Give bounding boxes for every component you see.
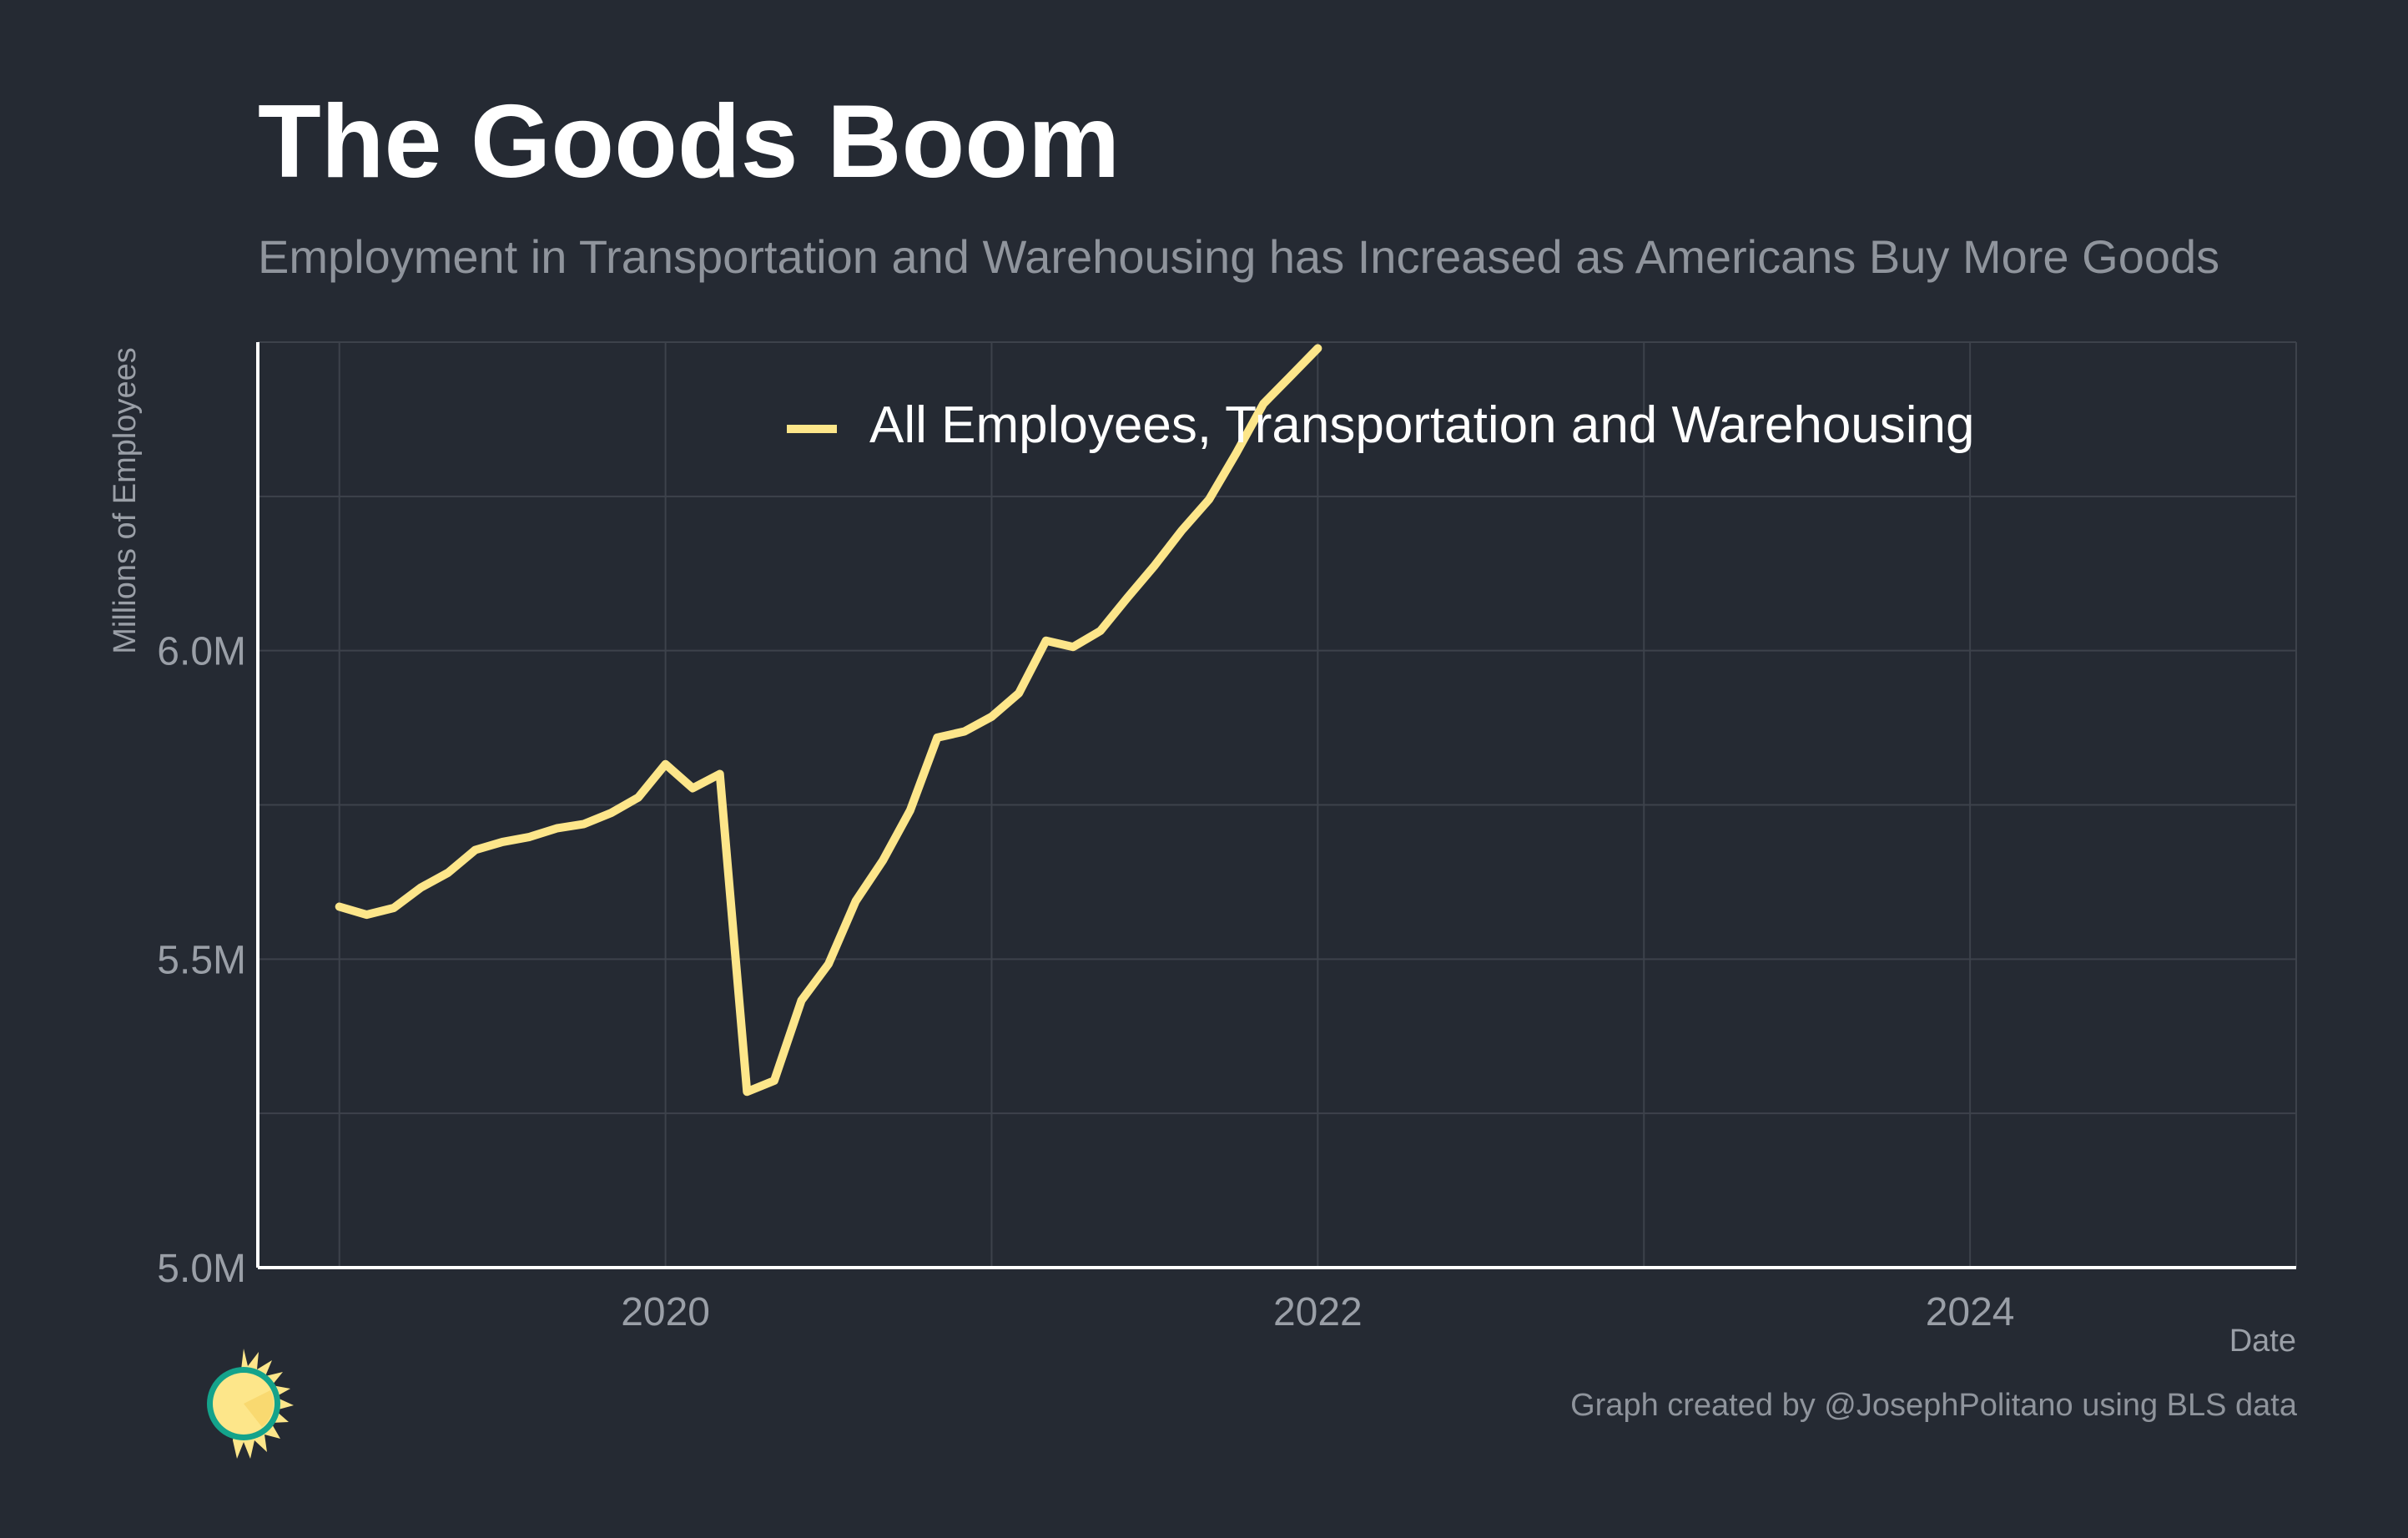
x-axis-title: Date xyxy=(2229,1324,2296,1359)
x-tick-label: 2024 xyxy=(1926,1290,2015,1334)
chart-title: The Goods Boom xyxy=(258,84,1121,199)
series-layer xyxy=(335,344,1322,1097)
axes xyxy=(256,342,2296,1269)
source-caption: Graph created by @JosephPolitano using B… xyxy=(1570,1388,2297,1423)
axis-labels: 5.0M 5.5M 6.0M 2020 2022 2024 Date Millions of … xyxy=(108,347,2296,1359)
x-tick-label: 2022 xyxy=(1273,1290,1363,1334)
chart-subtitle: Employment in Transportation and Warehou… xyxy=(258,230,2220,283)
legend: All Employees, Transportation and Wareho… xyxy=(787,396,1975,454)
legend-label: All Employees, Transportation and Wareho… xyxy=(869,396,1975,454)
series-line xyxy=(335,344,1322,1097)
sun-logo-icon xyxy=(200,1348,305,1465)
x-tick-label: 2020 xyxy=(621,1290,710,1334)
y-tick-label: 5.5M xyxy=(157,938,246,982)
grid xyxy=(258,341,2297,1268)
y-axis-title: Millions of Employees xyxy=(108,347,143,653)
y-tick-label: 5.0M xyxy=(157,1247,246,1291)
y-tick-label: 6.0M xyxy=(157,630,246,674)
